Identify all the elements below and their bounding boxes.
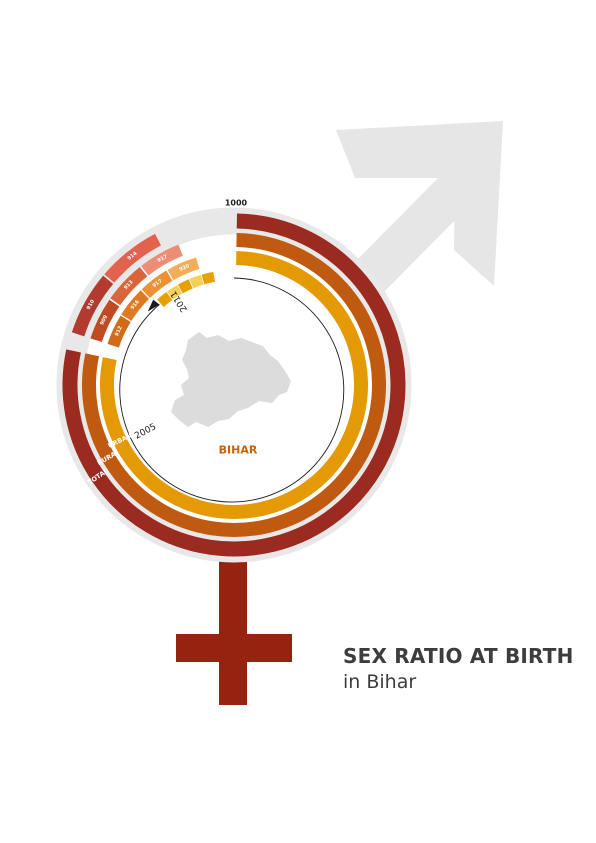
ring-rural-value-label-2: 917 (157, 253, 169, 264)
inner-segment-4 (201, 271, 216, 285)
ring-rural-bar (82, 233, 386, 537)
ring-urban-segment-2 (141, 270, 173, 299)
ring-total-bar (62, 213, 406, 557)
ring-total-segment-1 (104, 233, 162, 283)
end-year-label: 2011 (169, 289, 190, 314)
male-arrow-shaft (345, 168, 478, 301)
chart-title: SEX RATIO AT BIRTH (343, 644, 574, 668)
ring-urban-value-label-2: 917 (152, 278, 164, 289)
female-cross-icon (176, 560, 292, 705)
ring-rural-segment-0 (90, 299, 120, 343)
scale-max-label: 1000 (225, 199, 248, 208)
female-cross-bar (176, 634, 292, 662)
ring-rural-value-label-1: 913 (123, 279, 135, 291)
ring-urban-value-label-3: 920 (178, 263, 190, 273)
ring-urban-value-label-0: 912 (114, 325, 124, 337)
ring-urban-segment-3 (167, 257, 200, 281)
chart-subtitle: in Bihar (343, 671, 417, 693)
time-arrow-icon (147, 299, 160, 312)
male-arrow-head (336, 121, 503, 286)
inner-segment-1 (167, 285, 183, 300)
inner-segment-2 (177, 279, 193, 294)
ring-urban-bar (100, 251, 368, 519)
ring-total-value-label-1: 914 (127, 250, 139, 261)
female-cross-stem (219, 560, 247, 705)
ring-total-value-label-0: 910 (86, 298, 97, 310)
ring-rural-segment-1 (110, 266, 148, 306)
region-label: BIHAR (219, 444, 258, 457)
ring-urban-segment-1 (121, 290, 150, 322)
start-year-label: 2005 (133, 422, 158, 442)
inner-segment-0 (157, 291, 173, 308)
male-symbol-icon (336, 121, 503, 301)
ring-rural-segment-2 (141, 244, 183, 276)
ring-urban-value-label-1: 916 (130, 299, 142, 311)
ring-total-segment-0 (71, 275, 114, 337)
ring-rural-value-label-0: 909 (99, 314, 109, 326)
ring-urban-segment-0 (107, 315, 131, 348)
inner-segment-3 (189, 274, 204, 289)
time-direction-arc (119, 277, 345, 503)
bihar-map-icon (171, 332, 291, 427)
